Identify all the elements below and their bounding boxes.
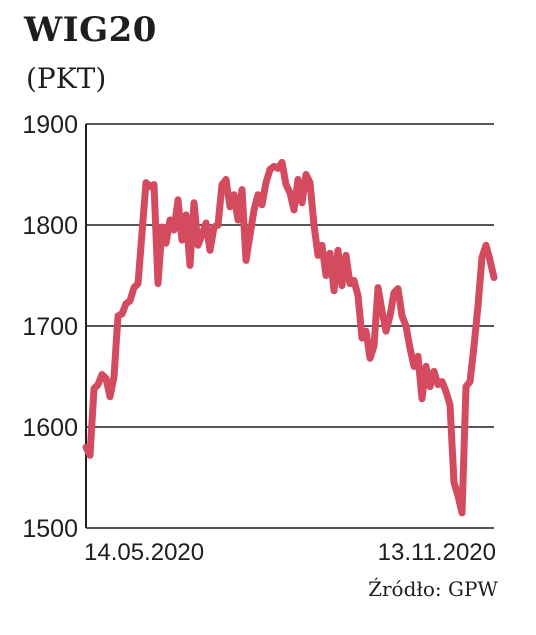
- x-start-label: 14.05.2020: [84, 539, 204, 566]
- chart-subtitle: (PKT): [26, 62, 107, 95]
- y-tick-label: 1500: [22, 515, 78, 543]
- y-tick-labels: 1500 1600 1700 1800 1900: [22, 111, 78, 543]
- x-end-label: 13.11.2020: [378, 539, 496, 566]
- series-line: [82, 158, 498, 517]
- chart-title: WIG20: [24, 10, 157, 50]
- source-note: Źródło: GPW: [368, 577, 498, 601]
- x-tick-labels: 14.05.2020 13.11.2020: [84, 539, 496, 566]
- y-tick-label: 1600: [22, 414, 78, 442]
- y-tick-label: 1700: [22, 313, 78, 341]
- y-tick-label: 1900: [22, 111, 78, 139]
- y-tick-label: 1800: [22, 212, 78, 240]
